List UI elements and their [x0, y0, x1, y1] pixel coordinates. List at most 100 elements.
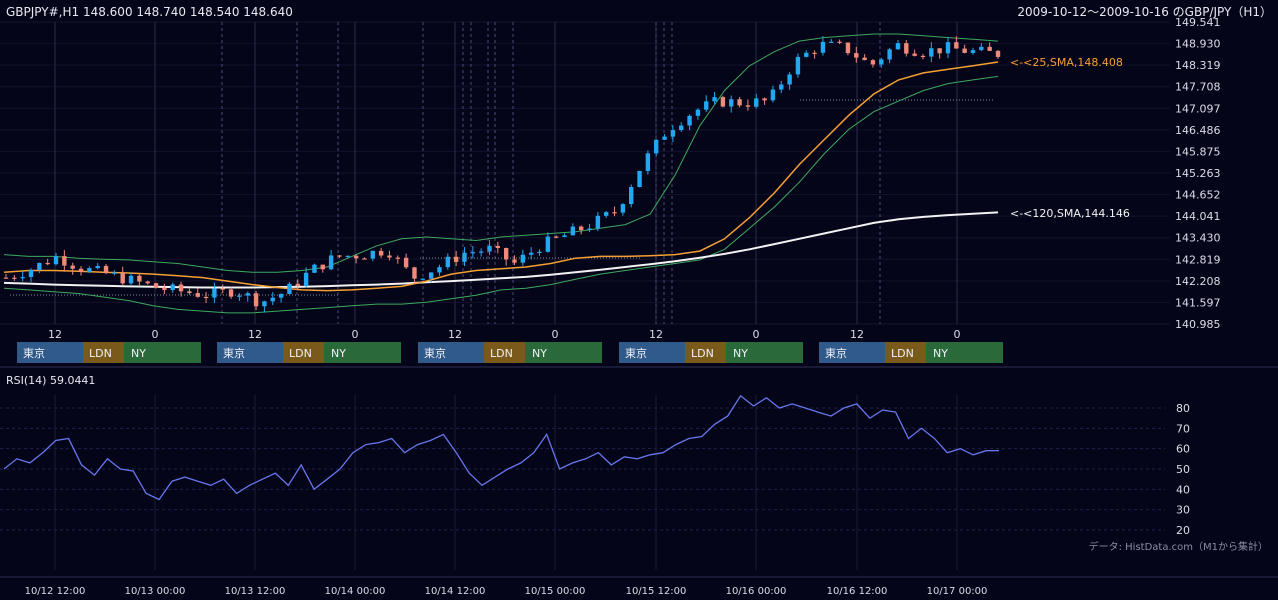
candle-up: [770, 89, 776, 101]
date-tick-label: 10/15 00:00: [525, 586, 586, 597]
price-tick-label: 142.208: [1175, 275, 1221, 288]
candle-up: [278, 294, 284, 298]
candle-up: [945, 42, 951, 54]
hour-tick-label: 12: [248, 328, 262, 341]
bollinger-bands: [3, 33, 999, 314]
price-tick-label: 149.541: [1175, 16, 1221, 29]
candle-down: [178, 284, 184, 292]
price-tick-label: 144.041: [1175, 210, 1221, 223]
candle-down: [920, 55, 926, 58]
candle-up: [695, 109, 701, 116]
candle-down: [762, 98, 767, 101]
candle-up: [470, 252, 476, 254]
candle-down: [253, 293, 259, 307]
candle-down: [187, 291, 192, 294]
candle-up: [679, 125, 684, 131]
candle-down: [195, 293, 200, 297]
candle-down: [512, 259, 517, 263]
session-tokyo-label: 東京: [424, 346, 446, 360]
date-tick-label: 10/14 00:00: [325, 586, 386, 597]
candle-down: [553, 236, 559, 238]
candle-down: [137, 275, 142, 282]
candle-up: [428, 272, 434, 279]
candle-down: [337, 255, 342, 257]
price-tick-label: 148.930: [1175, 38, 1221, 51]
candle-up: [112, 272, 117, 274]
candle-up: [637, 170, 642, 187]
grid-lines: [0, 21, 1170, 531]
candle-down: [720, 97, 726, 107]
candle-down: [353, 255, 359, 259]
price-tick-label: 142.819: [1175, 253, 1221, 266]
candle-up: [537, 251, 542, 254]
session-london-label: LDN: [289, 347, 312, 360]
candle-down: [120, 272, 125, 284]
candle-up: [87, 268, 92, 272]
candle-down: [837, 41, 842, 43]
sma25-label: <-<25,SMA,148.408: [1010, 56, 1123, 69]
candlesticks: [3, 36, 1001, 313]
candle-up: [478, 251, 484, 253]
candle-up: [287, 283, 292, 295]
sma-lines: [3, 61, 999, 292]
candle-down: [912, 53, 917, 56]
candle-down: [153, 283, 159, 289]
session-ny-label: NY: [331, 347, 346, 360]
vertical-time-lines: [10, 22, 995, 570]
session-ny: [124, 342, 201, 363]
period-header: 2009-10-12～2009-10-16 のGBP/JPY（H1）: [1017, 5, 1272, 19]
price-tick-label: 143.430: [1175, 232, 1221, 245]
candle-down: [320, 264, 325, 270]
date-tick-label: 10/15 12:00: [626, 586, 687, 597]
candle-down: [904, 43, 909, 54]
candle-down: [403, 257, 409, 268]
candle-up: [545, 236, 551, 252]
candle-up: [520, 254, 526, 263]
date-tick-label: 10/14 12:00: [425, 586, 486, 597]
axis-labels: 149.541 148.930 148.319 147.708 147.097 146.4…: [25, 16, 1221, 597]
session-london-label: LDN: [891, 347, 914, 360]
candle-up: [979, 46, 984, 51]
candle-up: [754, 98, 759, 107]
candle-up: [604, 212, 609, 216]
session-tokyo: [17, 342, 83, 363]
candle-up: [787, 74, 792, 85]
candle-down: [453, 256, 459, 262]
date-tick-label: 10/13 12:00: [225, 586, 286, 597]
rsi-tick-label: 40: [1176, 483, 1190, 496]
candle-down: [295, 283, 300, 287]
candle-down: [387, 255, 392, 258]
session-ny: [324, 342, 401, 363]
candle-up: [95, 265, 100, 269]
candle-down: [378, 250, 384, 256]
candle-up: [879, 59, 884, 65]
candle-up: [729, 99, 734, 107]
candle-down: [578, 226, 584, 231]
candle-down: [845, 42, 851, 54]
rsi-title: RSI(14) 59.0441: [6, 374, 95, 387]
price-tick-label: 144.652: [1175, 189, 1221, 202]
session-ny-label: NY: [532, 347, 547, 360]
hour-tick-label: 12: [850, 328, 864, 341]
candle-up: [345, 255, 350, 257]
candle-down: [395, 257, 400, 259]
candle-up: [887, 49, 892, 60]
candle-down: [228, 289, 234, 297]
session-london: [283, 342, 324, 363]
candle-down: [220, 288, 225, 290]
sma120-label: <-<120,SMA,144.146: [1010, 207, 1130, 220]
bollinger-lower-line: [3, 75, 999, 314]
candle-up: [779, 84, 784, 90]
candle-down: [862, 57, 867, 61]
session-tokyo-label: 東京: [23, 346, 45, 360]
candle-down: [145, 281, 150, 284]
candle-up: [528, 252, 534, 255]
session-tokyo: [819, 342, 885, 363]
candle-down: [954, 42, 959, 49]
candle-down: [45, 262, 50, 265]
candle-up: [562, 235, 567, 237]
candle-up: [895, 43, 901, 50]
candle-up: [570, 226, 576, 236]
candle-up: [587, 228, 592, 231]
session-tokyo: [619, 342, 685, 363]
